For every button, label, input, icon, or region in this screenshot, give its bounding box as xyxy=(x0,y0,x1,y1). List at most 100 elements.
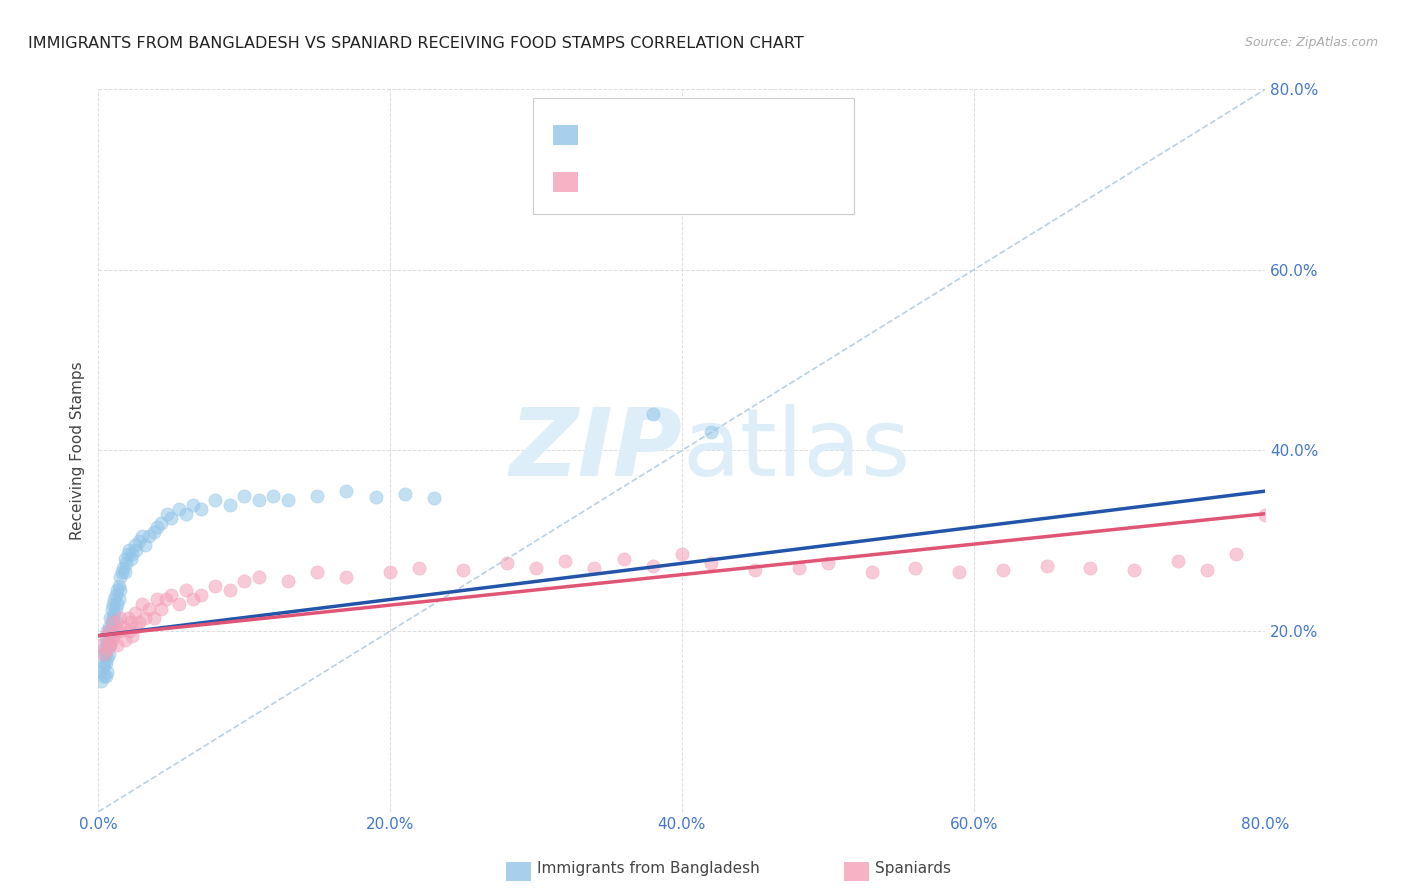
Text: ZIP: ZIP xyxy=(509,404,682,497)
Text: IMMIGRANTS FROM BANGLADESH VS SPANIARD RECEIVING FOOD STAMPS CORRELATION CHART: IMMIGRANTS FROM BANGLADESH VS SPANIARD R… xyxy=(28,36,804,51)
Point xyxy=(91,647,114,661)
Point xyxy=(131,529,153,543)
Point xyxy=(817,557,839,571)
Point xyxy=(167,502,190,516)
Point xyxy=(98,610,121,624)
Point xyxy=(124,538,146,552)
Point xyxy=(97,633,120,648)
Point xyxy=(105,638,128,652)
Point xyxy=(128,615,150,629)
Point xyxy=(744,563,766,577)
Point xyxy=(190,588,212,602)
Text: Immigrants from Bangladesh: Immigrants from Bangladesh xyxy=(537,862,759,876)
Point xyxy=(104,588,127,602)
Text: Source: ZipAtlas.com: Source: ZipAtlas.com xyxy=(1244,36,1378,49)
Text: N =: N = xyxy=(685,126,721,144)
Point xyxy=(104,601,127,615)
Point xyxy=(101,615,124,629)
Point xyxy=(156,507,179,521)
Point xyxy=(104,624,127,639)
Point xyxy=(104,615,127,629)
Point xyxy=(114,566,136,580)
Point xyxy=(97,619,120,633)
Point xyxy=(641,407,664,422)
Point xyxy=(124,606,146,620)
Point xyxy=(121,547,143,561)
Point xyxy=(146,520,169,534)
Point xyxy=(90,638,112,652)
Point xyxy=(112,561,135,575)
Point xyxy=(218,583,240,598)
Point xyxy=(496,557,519,571)
Point xyxy=(90,665,112,679)
Point xyxy=(394,487,416,501)
Point xyxy=(97,624,120,639)
Point xyxy=(218,498,240,512)
Point xyxy=(1035,559,1057,574)
Point xyxy=(96,624,118,639)
Point xyxy=(307,489,329,503)
Point xyxy=(108,592,131,607)
Text: 74: 74 xyxy=(720,126,744,144)
Point xyxy=(160,511,183,525)
Point xyxy=(138,529,160,543)
Point xyxy=(131,597,153,611)
Point xyxy=(380,566,402,580)
Point xyxy=(103,592,125,607)
Point xyxy=(1080,561,1102,575)
Point xyxy=(112,619,135,633)
Point xyxy=(364,491,387,505)
Point xyxy=(120,551,142,566)
Text: Spaniards: Spaniards xyxy=(875,862,950,876)
Text: R =: R = xyxy=(589,173,626,191)
Point xyxy=(134,538,156,552)
Point xyxy=(120,615,142,629)
Point xyxy=(641,559,664,574)
Point xyxy=(93,656,115,670)
Point xyxy=(117,610,139,624)
Point xyxy=(96,642,118,657)
Point xyxy=(105,597,128,611)
Y-axis label: Receiving Food Stamps: Receiving Food Stamps xyxy=(70,361,86,540)
Point xyxy=(700,557,723,571)
Point xyxy=(117,547,139,561)
Point xyxy=(101,624,124,639)
Point xyxy=(93,647,115,661)
Point xyxy=(111,566,134,580)
Point xyxy=(181,592,204,607)
Point xyxy=(408,561,430,575)
Point xyxy=(181,498,204,512)
Point xyxy=(262,489,284,503)
Point xyxy=(94,633,117,648)
Point xyxy=(90,673,112,688)
Point xyxy=(98,638,121,652)
Point xyxy=(93,669,115,683)
Point xyxy=(700,425,723,440)
Text: atlas: atlas xyxy=(682,404,910,497)
Point xyxy=(94,669,117,683)
Point xyxy=(612,551,634,566)
Text: 0.212: 0.212 xyxy=(626,173,679,191)
Point xyxy=(174,507,197,521)
Point xyxy=(167,597,190,611)
Point xyxy=(114,551,136,566)
Point xyxy=(94,629,117,643)
Point xyxy=(204,579,226,593)
Point xyxy=(233,574,256,589)
Point xyxy=(233,489,256,503)
Point xyxy=(110,624,132,639)
Point xyxy=(142,524,165,539)
Point xyxy=(93,642,115,657)
Point xyxy=(247,493,270,508)
Point xyxy=(94,647,117,661)
Point xyxy=(94,656,117,670)
Point xyxy=(991,563,1014,577)
Point xyxy=(423,491,446,506)
Point xyxy=(128,533,150,548)
Point xyxy=(155,592,177,607)
Point xyxy=(1167,554,1189,568)
Point xyxy=(91,660,114,674)
Point xyxy=(96,651,118,665)
Point xyxy=(451,563,474,577)
Point xyxy=(277,493,299,508)
